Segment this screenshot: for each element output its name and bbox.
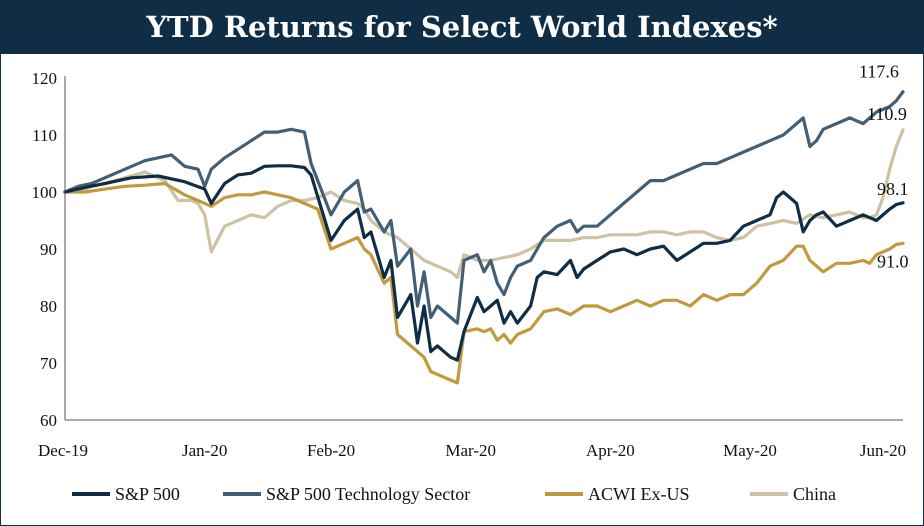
legend: S&P 500 S&P 500 Technology Sector ACWI Ex-… xyxy=(72,484,836,504)
x-tick-label: Dec-19 xyxy=(38,441,88,460)
legend-label: S&P 500 Technology Sector xyxy=(266,484,470,504)
x-axis: Dec-19 Jan-20 Feb-20 Mar-20 Apr-20 May-20 Jun-… xyxy=(38,441,906,460)
end-value-label: 91.0 xyxy=(877,251,909,271)
series-line-s-p-500-technology-sector xyxy=(63,90,905,325)
x-tick-label: Jun-20 xyxy=(860,441,906,460)
end-value-label: 98.1 xyxy=(877,179,909,199)
series-group xyxy=(63,90,905,385)
end-value-label: 110.9 xyxy=(867,104,907,124)
x-tick-label: Apr-20 xyxy=(586,441,635,460)
end-value-label: 117.6 xyxy=(859,62,899,82)
x-tick-label: Mar-20 xyxy=(445,441,496,460)
y-tick-label: 90 xyxy=(40,240,57,259)
x-tick-label: Feb-20 xyxy=(307,441,355,460)
y-axis: 60 70 80 90 100 110 120 xyxy=(32,69,58,430)
y-tick-label: 120 xyxy=(32,69,58,88)
axes-lines xyxy=(64,76,903,421)
y-tick-label: 70 xyxy=(40,354,57,373)
x-tick-label: Jan-20 xyxy=(182,441,227,460)
chart-title: YTD Returns for Select World Indexes* xyxy=(0,0,924,54)
x-tick-label: May-20 xyxy=(723,441,777,460)
y-tick-label: 110 xyxy=(32,126,57,145)
end-labels: 98.1 117.6 91.0 110.9 xyxy=(859,62,909,272)
y-tick-label: 80 xyxy=(40,297,57,316)
y-tick-label: 60 xyxy=(40,411,57,430)
y-tick-label: 100 xyxy=(32,183,58,202)
series-line-s-p-500 xyxy=(63,164,905,362)
legend-label: S&P 500 xyxy=(115,484,180,504)
series-line-acwi-ex-us xyxy=(63,181,905,385)
series-line-china xyxy=(63,128,905,280)
legend-label: China xyxy=(793,484,836,504)
legend-label: ACWI Ex-US xyxy=(588,484,690,504)
